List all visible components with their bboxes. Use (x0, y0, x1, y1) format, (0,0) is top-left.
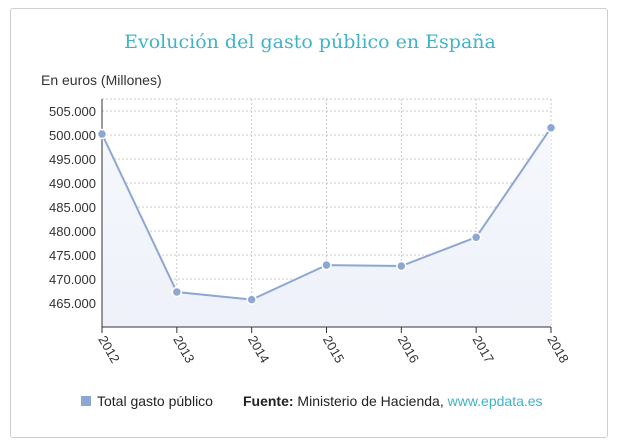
x-tick-label: 2013 (170, 333, 197, 366)
source-link[interactable]: www.epdata.es (447, 393, 543, 409)
series-area (102, 127, 551, 327)
y-tick-label: 465.000 (49, 296, 96, 311)
y-tick-label: 480.000 (49, 224, 96, 239)
y-tick-label: 500.000 (49, 128, 96, 143)
line-chart: 465.000 470.000 475.000 480.000 485.000 490.0… (49, 98, 572, 366)
data-point (545, 122, 557, 134)
data-points (96, 122, 557, 305)
data-point (321, 259, 332, 271)
source-text: Ministerio de Hacienda, (297, 393, 444, 409)
x-tick-label: 2015 (320, 333, 347, 366)
source-note: Fuente: Ministerio de Hacienda, www.epda… (243, 393, 543, 409)
y-tick-label: 505.000 (49, 104, 96, 119)
data-point (470, 231, 482, 243)
data-point (246, 294, 257, 305)
x-tick-label: 2017 (470, 333, 497, 366)
legend: Total gasto público Fuente: Ministerio d… (81, 393, 543, 409)
data-point (396, 260, 407, 272)
chart-title: Evolución del gasto público en España (124, 31, 496, 53)
y-tick-label: 485.000 (49, 200, 96, 215)
x-tick-label: 2018 (544, 333, 571, 366)
y-tick-label: 490.000 (49, 176, 96, 191)
data-point (171, 286, 183, 298)
y-tick-labels: 465.000 470.000 475.000 480.000 485.000 490.0… (49, 104, 96, 311)
y-axis-label: En euros (Millones) (41, 72, 162, 88)
y-tick-label: 495.000 (49, 152, 96, 167)
data-point (96, 128, 108, 140)
legend-series-name: Total gasto público (97, 393, 213, 409)
legend-swatch (81, 396, 91, 406)
x-tick-labels: 2012 2013 2014 2015 2016 2017 2018 (95, 333, 571, 366)
chart-card: Evolución del gasto público en España En… (10, 8, 608, 438)
source-label: Fuente: (242, 393, 294, 409)
x-tick-label: 2016 (395, 333, 422, 366)
x-tick-label: 2014 (245, 333, 272, 366)
y-tick-label: 470.000 (49, 272, 96, 287)
x-tick-label: 2012 (95, 333, 122, 366)
y-tick-label: 475.000 (49, 248, 96, 263)
